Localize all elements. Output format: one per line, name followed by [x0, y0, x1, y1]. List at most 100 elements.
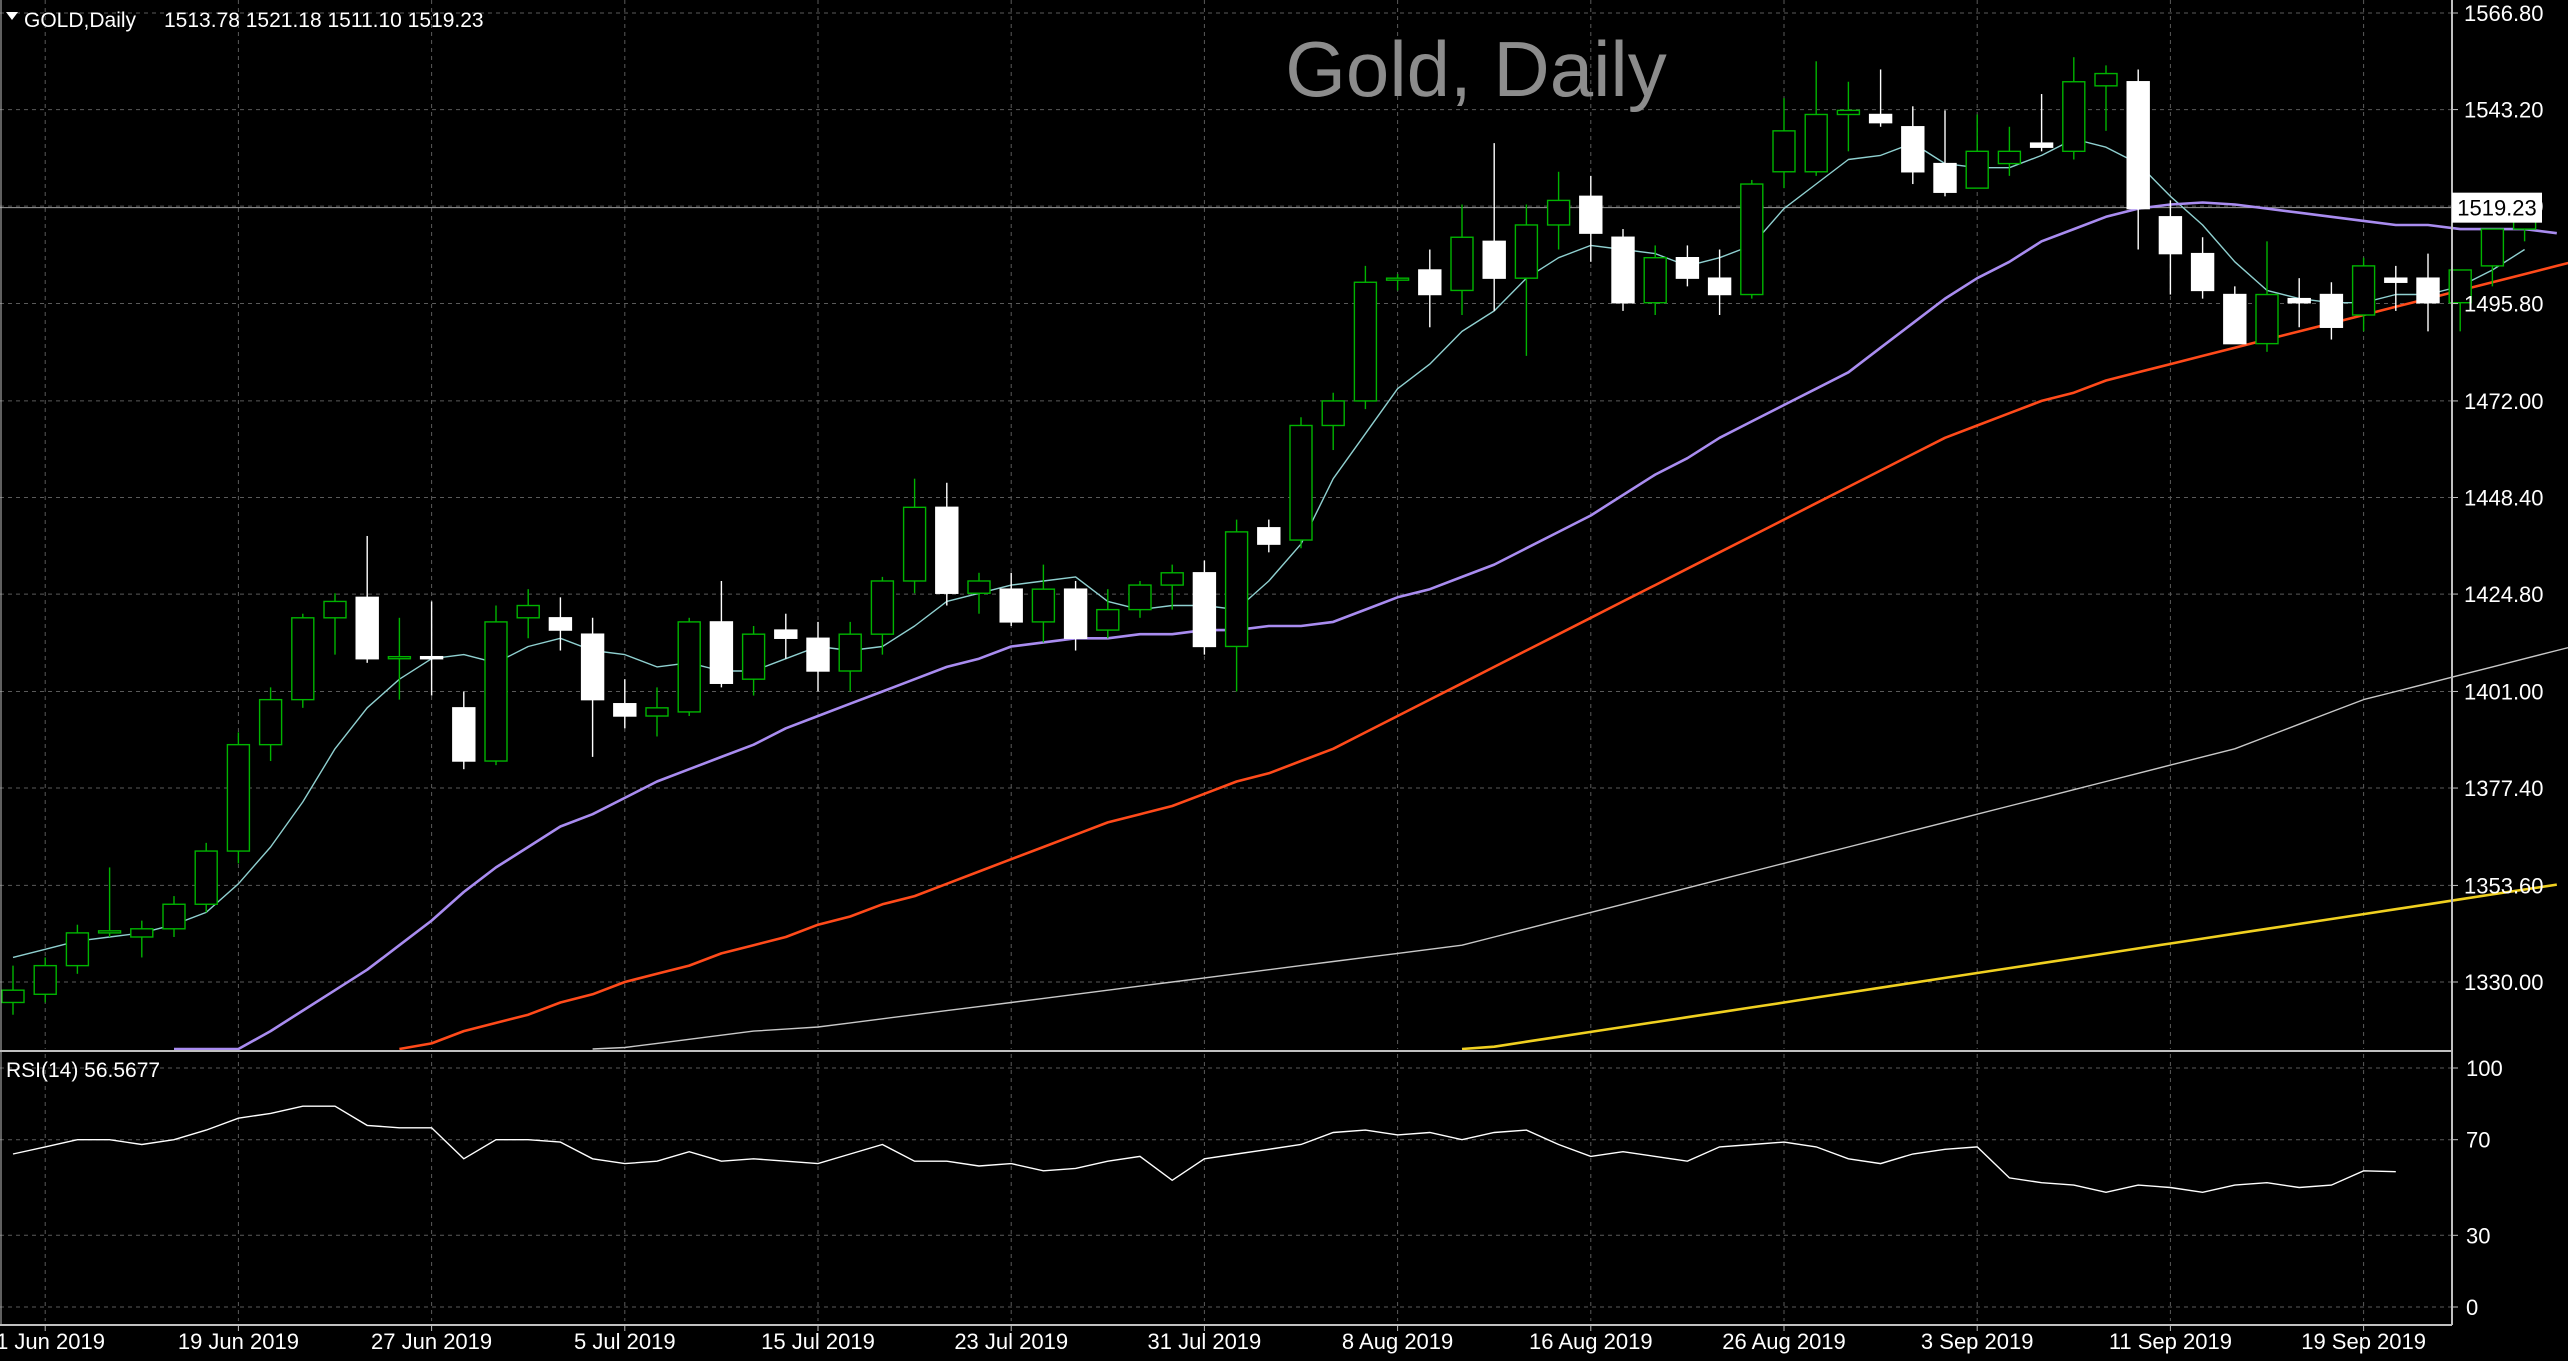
candle-bull — [1804, 113, 1828, 173]
candle-bear — [1063, 588, 1088, 639]
candle-bear — [2190, 252, 2215, 292]
candle-bull — [1096, 608, 1120, 631]
ma-100-line — [592, 646, 2568, 1050]
candle-bull — [1514, 224, 1539, 279]
candle-bear — [2158, 216, 2183, 255]
time-tick-label: 23 Jul 2019 — [954, 1329, 1068, 1354]
candle-bear — [774, 629, 798, 639]
candle-bull — [1772, 130, 1796, 173]
candle-bull — [1965, 150, 1989, 189]
candle-bull — [1031, 588, 1056, 623]
price-tick-label: 1330.00 — [2464, 970, 2544, 995]
candle-bull — [130, 928, 154, 938]
candle-bear — [355, 596, 379, 660]
rsi-line — [12, 1105, 2396, 1194]
time-axis[interactable]: 11 Jun 2019 19 Jun 2019 27 Jun 2019 5 Jul 2… — [0, 1325, 2426, 1354]
candle-bull — [838, 633, 862, 672]
candle-bear — [999, 588, 1023, 623]
ohlc-values: 1513.78 1521.18 1511.10 1519.23 — [164, 9, 484, 32]
candle-bear — [613, 703, 637, 717]
candle-bear — [2126, 81, 2150, 210]
candle-bear — [1868, 113, 1893, 124]
price-tick-label: 1424.80 — [2464, 582, 2544, 607]
time-tick-label: 3 Sep 2019 — [1921, 1329, 2034, 1354]
candle-bear — [548, 617, 573, 631]
candle-bear — [1257, 527, 1281, 545]
candle-bull — [741, 633, 766, 680]
grid-lines — [0, 0, 2452, 1321]
candle-bear — [452, 707, 476, 762]
candle-bull — [677, 621, 701, 713]
candle-bull — [1353, 281, 1378, 402]
candle-bull — [2351, 265, 2376, 316]
candle-bear — [1418, 269, 1442, 296]
time-tick-label: 5 Jul 2019 — [574, 1329, 676, 1354]
time-tick-label: 16 Aug 2019 — [1529, 1329, 1653, 1354]
candle-bull — [65, 932, 90, 967]
time-tick-label: 8 Aug 2019 — [1342, 1329, 1453, 1354]
candle-bear — [935, 506, 959, 594]
rsi-tick-label: 0 — [2466, 1295, 2478, 1320]
candle-bear — [1611, 236, 1635, 304]
time-tick-label: 11 Sep 2019 — [2109, 1329, 2232, 1354]
candle-bull — [33, 964, 57, 995]
moving-averages — [12, 138, 2568, 1051]
symbol-label: GOLD,Daily — [24, 9, 137, 32]
candle-bull — [226, 743, 251, 852]
candle-bear — [2029, 142, 2054, 148]
candle-bull — [162, 903, 186, 930]
price-tick-label: 1401.00 — [2464, 679, 2544, 704]
candle-bull — [1450, 236, 1474, 292]
candle-bull — [2062, 81, 2086, 153]
rsi-tick-label: 100 — [2466, 1056, 2503, 1081]
candle-bull — [1997, 150, 2022, 165]
ma-200-line — [1461, 883, 2557, 1051]
candle-bear — [2223, 293, 2247, 345]
candle-bear — [419, 655, 444, 660]
rsi-indicator — [12, 1105, 2396, 1194]
candle-bull — [902, 506, 927, 582]
candle-bear — [806, 637, 830, 672]
candle-bull — [2480, 228, 2505, 267]
candle-bear — [1482, 240, 1506, 279]
time-tick-label: 11 Jun 2019 — [0, 1329, 105, 1354]
candle-bull — [645, 707, 669, 717]
candle-bull — [967, 580, 991, 594]
candle-bull — [1224, 531, 1249, 648]
time-tick-label: 26 Aug 2019 — [1722, 1329, 1846, 1354]
candle-bull — [323, 600, 347, 619]
candle-bull — [1128, 584, 1152, 611]
rsi-tick-label: 30 — [2466, 1223, 2490, 1248]
candle-bull — [1289, 424, 1313, 541]
price-tick-label: 1472.00 — [2464, 389, 2544, 414]
current-price-label: 1519.23 — [2457, 196, 2537, 221]
candle-bull — [1160, 572, 1184, 586]
candle-bear — [1933, 162, 1957, 193]
candle-bear — [580, 633, 605, 701]
candle-bear — [1675, 257, 1700, 279]
price-tick-label: 1448.40 — [2464, 486, 2544, 511]
candle-bull — [1, 989, 25, 1004]
candle-bear — [2384, 277, 2408, 283]
candle-bear — [2319, 293, 2344, 328]
time-tick-label: 19 Jun 2019 — [178, 1329, 299, 1354]
candle-bull — [2094, 72, 2118, 87]
price-tick-label: 1566.80 — [2464, 1, 2544, 26]
candle-bear — [2287, 297, 2311, 304]
candle-bear — [1192, 572, 1217, 648]
candle-bull — [870, 580, 895, 635]
time-tick-label: 19 Sep 2019 — [2301, 1329, 2426, 1354]
candle-bull — [387, 655, 412, 660]
time-tick-label: 31 Jul 2019 — [1148, 1329, 1262, 1354]
candle-bull — [194, 850, 218, 905]
dropdown-triangle-icon[interactable] — [6, 12, 18, 20]
candle-bull — [1546, 199, 1571, 226]
candle-bear — [1901, 126, 1925, 173]
candle-bull — [1321, 400, 1345, 427]
rsi-label: RSI(14) 56.5677 — [6, 1059, 160, 1082]
candle-bull — [2255, 293, 2279, 345]
ma-50-line — [399, 261, 2568, 1051]
price-tick-label: 1353.60 — [2464, 873, 2544, 898]
candle-bull — [1385, 277, 1410, 281]
